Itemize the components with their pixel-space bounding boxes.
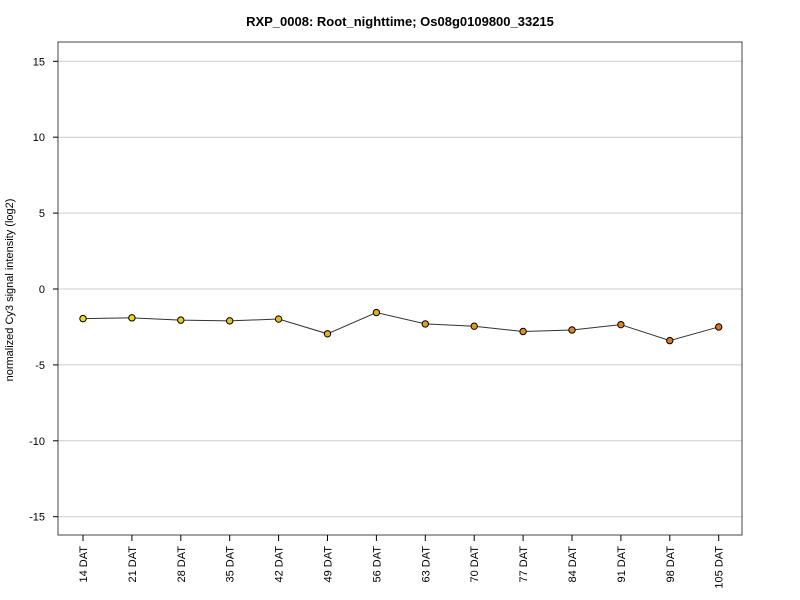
x-tick-label: 77 DAT	[518, 546, 530, 583]
y-tick-label: 5	[39, 208, 45, 220]
y-tick-label: 15	[33, 56, 45, 68]
x-tick-label: 28 DAT	[176, 546, 188, 583]
data-point	[666, 336, 674, 345]
y-axis-label: normalized Cy3 signal intensity (log2)	[4, 199, 16, 382]
x-tick-label: 14 DAT	[78, 546, 90, 583]
y-tick-label: -5	[35, 360, 45, 372]
data-point	[617, 320, 625, 329]
grid-lines	[58, 60, 742, 518]
data-point	[421, 320, 429, 328]
y-tick-label: -10	[29, 436, 45, 448]
x-tick-label: 35 DAT	[225, 546, 237, 583]
data-point	[177, 316, 185, 324]
data-point	[715, 323, 723, 331]
data-point	[568, 326, 576, 334]
x-tick-label: 84 DAT	[567, 546, 579, 583]
data-point	[79, 314, 87, 323]
y-tick-label: 10	[33, 132, 45, 144]
x-tick-label: 105 DAT	[714, 546, 726, 589]
x-tick-label: 98 DAT	[665, 546, 677, 583]
data-point	[226, 317, 234, 325]
data-series	[79, 308, 723, 345]
data-point	[372, 308, 381, 317]
x-tick-label: 42 DAT	[274, 546, 286, 583]
y-tick-label: -15	[29, 512, 45, 524]
y-axis: 15 10 5 0 -5 -10 -15	[29, 56, 58, 524]
data-point	[470, 322, 478, 330]
x-tick-label: 56 DAT	[371, 546, 383, 583]
series-line	[82, 312, 719, 342]
data-point	[128, 314, 136, 322]
data-point	[274, 315, 283, 323]
x-tick-label: 21 DAT	[127, 546, 139, 583]
data-point	[519, 327, 527, 336]
x-tick-label: 91 DAT	[616, 546, 628, 583]
data-point	[323, 330, 332, 338]
x-axis: 14 DAT 21 DAT 28 DAT 35 DAT 42 DAT 49 DAT 56 D…	[78, 535, 726, 589]
x-tick-label: 63 DAT	[420, 546, 432, 583]
y-tick-label: 0	[39, 284, 45, 296]
x-tick-label: 70 DAT	[469, 546, 481, 583]
x-tick-label: 49 DAT	[323, 546, 335, 583]
chart-title: RXP_0008: Root_nighttime; Os08g0109800_3…	[246, 14, 554, 29]
